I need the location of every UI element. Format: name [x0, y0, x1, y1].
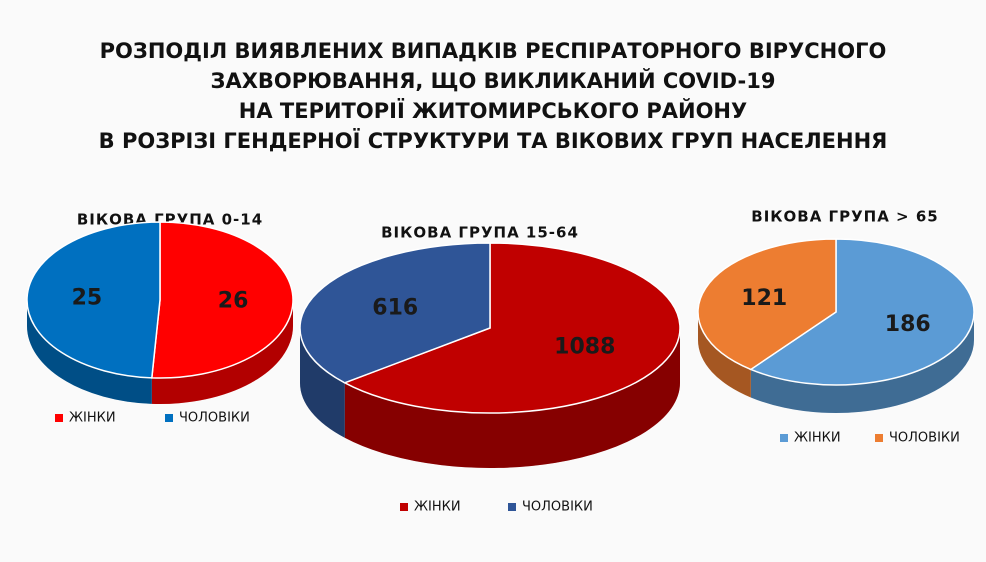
slice-shade [698, 312, 751, 398]
slice-side [151, 300, 293, 404]
slice-side [750, 312, 974, 413]
pie-title: ВІКОВА ГРУПА 15-64 [381, 224, 579, 242]
legend-marker [165, 414, 173, 422]
value-label: 121 [741, 286, 787, 311]
legend-label: ЧОЛОВІКИ [179, 411, 250, 426]
legend-marker [875, 434, 883, 442]
legend-marker [780, 434, 788, 442]
chart-title: В РОЗРІЗІ ГЕНДЕРНОЇ СТРУКТУРИ ТА ВІКОВИХ… [99, 128, 888, 153]
legend-marker [55, 414, 63, 422]
slice-side [344, 328, 680, 468]
slice [342, 242, 681, 414]
slice [299, 242, 491, 384]
slice [26, 221, 161, 379]
slice-side [27, 300, 152, 404]
value-label: 616 [372, 295, 418, 320]
legend-label: ЧОЛОВІКИ [889, 431, 960, 446]
slice-shade [27, 300, 152, 404]
slice [749, 238, 975, 386]
slice-shade [750, 312, 974, 413]
legend-label: ЖІНКИ [794, 431, 841, 446]
slice-shade [344, 328, 680, 468]
slice-side [300, 328, 345, 438]
legend-marker [508, 503, 516, 511]
value-label: 1088 [554, 335, 615, 360]
slice [697, 238, 837, 371]
legend-marker [400, 503, 408, 511]
slice-side [698, 312, 751, 398]
pie-title: ВІКОВА ГРУПА > 65 [751, 208, 938, 226]
legend-label: ЖІНКИ [69, 411, 116, 426]
value-label: 186 [885, 312, 931, 337]
value-label: 25 [72, 286, 103, 311]
legend-label: ЧОЛОВІКИ [522, 500, 593, 515]
legend-label: ЖІНКИ [414, 500, 461, 515]
chart-title: ЗАХВОРЮВАННЯ, ЩО ВИКЛИКАНИЙ COVID-19 [211, 68, 776, 93]
slice-shade [300, 328, 345, 438]
pie-title: ВІКОВА ГРУПА 0-14 [77, 211, 263, 229]
value-label: 26 [218, 288, 249, 313]
chart-title: НА ТЕРИТОРІЇ ЖИТОМИРСЬКОГО РАЙОНУ [239, 98, 747, 123]
slice-shade [151, 300, 293, 404]
chart-title: РОЗПОДІЛ ВИЯВЛЕНИХ ВИПАДКІВ РЕСПІРАТОРНО… [100, 39, 887, 63]
slice [150, 221, 294, 379]
